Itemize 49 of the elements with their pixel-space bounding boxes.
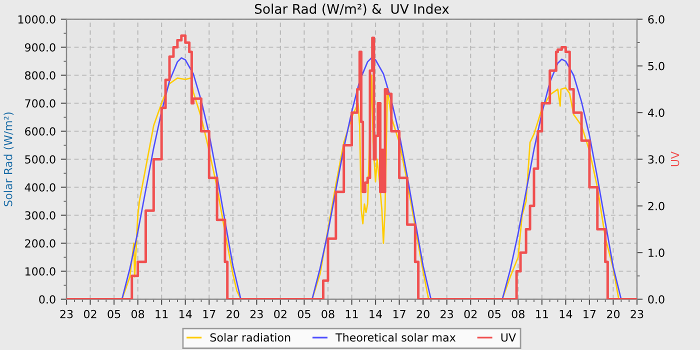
x-tick-label: 17: [393, 310, 406, 318]
x-tick-label: 23: [250, 310, 263, 318]
x-tick-label: 05: [298, 310, 310, 318]
y2-tick-label: 3.0: [648, 155, 664, 164]
y-tick-label: 600.0: [25, 127, 56, 136]
y2-tick-label: 1.0: [648, 248, 664, 257]
y2-tick-label: 4.0: [648, 108, 664, 117]
x-tick-label: 20: [416, 310, 430, 318]
x-tick-label: 20: [226, 310, 240, 318]
y-tick-label: 400.0: [24, 183, 56, 192]
x-tick-label: 17: [584, 310, 596, 318]
y-tick-label: 1000.0: [18, 15, 56, 24]
y2-tick-label: 5.0: [648, 62, 664, 70]
y-tick-label: 800.0: [25, 71, 56, 80]
x-tick-label: 02: [464, 310, 477, 318]
x-tick-label: 14: [370, 310, 382, 318]
x-tick-label: 14: [560, 310, 572, 318]
x-tick-label: 20: [606, 310, 620, 318]
x-tick-label: 23: [630, 310, 644, 318]
x-tick-label: 08: [131, 310, 144, 318]
x-tick-label: 05: [488, 310, 500, 318]
x-tick-label: 08: [322, 310, 334, 318]
y-tick-label: 0.0: [39, 295, 56, 304]
x-tick-label: 11: [536, 310, 548, 318]
x-tick-label: 23: [60, 310, 73, 318]
y-tick-label: 200.0: [25, 239, 56, 248]
x-tick-label: 02: [274, 310, 286, 318]
y2-tick-label: 2.0: [648, 202, 664, 210]
x-tick-label: 05: [108, 310, 120, 318]
y2-axis-title: UV: [670, 151, 680, 166]
x-tick-label: 17: [203, 310, 216, 318]
legend-label: UV: [501, 333, 516, 342]
y2-tick-label: 6.0: [648, 15, 664, 24]
x-tick-label: 23: [440, 310, 454, 318]
legend-label: Solar radiation: [210, 333, 290, 342]
y-tick-label: 300.0: [25, 211, 56, 220]
y-tick-label: 900.0: [24, 43, 56, 52]
x-tick-label: 14: [180, 310, 192, 318]
y-axis-title: Solar Rad (W/m²): [4, 112, 14, 206]
x-tick-label: 08: [512, 310, 524, 318]
y2-tick-label: 0.0: [648, 295, 664, 304]
y-tick-label: 700.0: [25, 99, 56, 108]
x-tick-label: 11: [346, 310, 358, 318]
x-tick-label: 02: [84, 310, 96, 318]
y-tick-label: 100.0: [25, 267, 56, 276]
legend-label: Theoretical solar max: [335, 333, 456, 342]
y-tick-label: 500.0: [25, 155, 56, 164]
chart-title: Solar Rad (W/m²) & UV Index: [254, 4, 449, 16]
x-tick-label: 11: [156, 310, 168, 318]
